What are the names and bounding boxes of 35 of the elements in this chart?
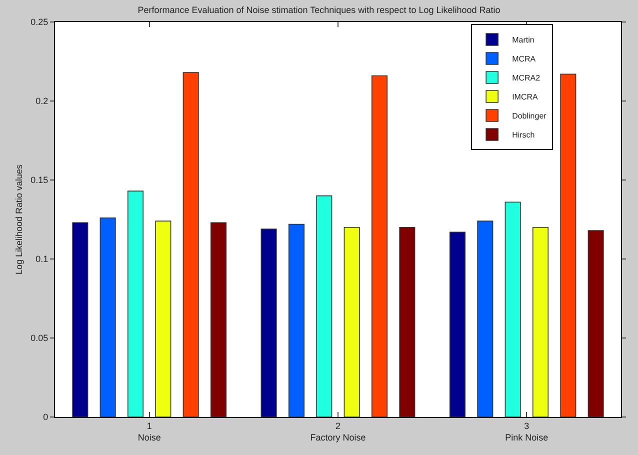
legend-label: Martin: [512, 36, 534, 45]
bar: [588, 230, 604, 417]
x-tick-label: 2 Factory Noise: [310, 420, 366, 442]
x-tick-label: 1 Noise: [138, 420, 161, 442]
y-tick-label: 0.25: [30, 17, 48, 28]
bar: [532, 227, 549, 417]
x-tick-label: 3 Pink Noise: [505, 420, 548, 442]
bar: [260, 228, 277, 417]
bar: [449, 232, 466, 417]
bar: [504, 202, 521, 417]
bar: [477, 220, 494, 417]
y-tick-label: 0.15: [30, 175, 48, 186]
y-tick-label: 0.2: [36, 96, 48, 106]
bar: [372, 75, 388, 417]
bar: [344, 227, 360, 417]
legend-label: MCRA: [512, 54, 536, 64]
legend-label: Doblinger: [512, 112, 547, 121]
legend-label: IMCRA: [512, 92, 539, 102]
bar: [72, 222, 88, 417]
bar: [100, 218, 116, 417]
bar: [399, 227, 416, 417]
chart-title: Performance Evaluation of Noise stimation Techniques with respect to Log Likelihood Ratio: [138, 5, 500, 16]
bar: [316, 195, 332, 417]
bar: [210, 222, 227, 417]
y-axis-title: Log Likelihood Ratio values: [14, 164, 24, 275]
y-tick-label: 0.05: [30, 333, 48, 344]
y-tick-label: 0.1: [36, 254, 48, 264]
bar: [182, 72, 199, 417]
bar: [560, 74, 576, 417]
bar: [155, 220, 172, 417]
y-tick-label: 0: [43, 412, 48, 422]
legend-label: MCRA2: [512, 74, 541, 83]
bar: [127, 190, 144, 417]
bar: [288, 224, 304, 417]
legend-label: Hirsch: [512, 130, 535, 140]
